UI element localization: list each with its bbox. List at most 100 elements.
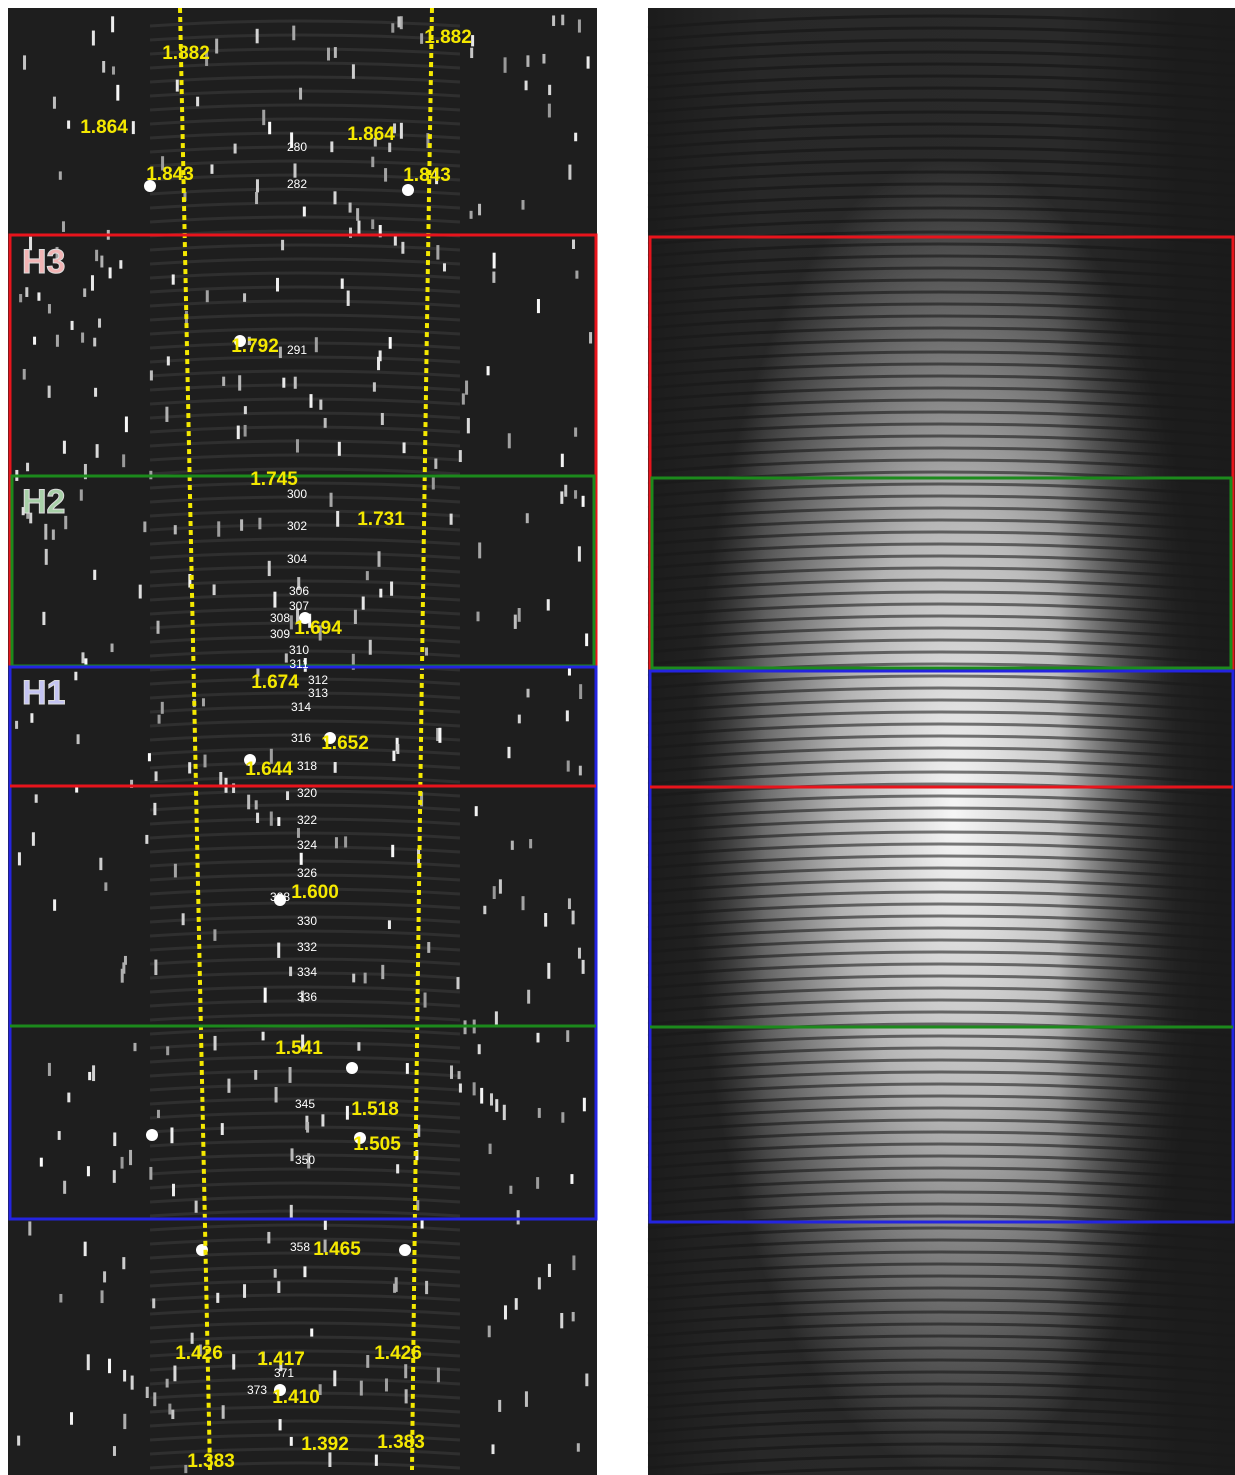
emission-line (526, 55, 529, 67)
emission-line (87, 1354, 90, 1370)
emission-line (63, 441, 66, 454)
emission-line (74, 672, 77, 681)
emission-line (174, 525, 177, 534)
emission-line (404, 1364, 407, 1378)
emission-line (352, 974, 355, 983)
emission-line (48, 386, 51, 398)
emission-line (122, 454, 125, 467)
emission-line (98, 318, 101, 327)
emission-line (504, 57, 507, 72)
emission-line (450, 1065, 453, 1078)
emission-line (490, 1093, 493, 1105)
emission-line (341, 279, 344, 289)
emission-line (389, 337, 392, 349)
order-label: 330 (297, 914, 317, 928)
emission-line (338, 442, 341, 456)
emission-line (254, 1070, 257, 1080)
order-label: 371 (274, 1366, 294, 1380)
emission-line (77, 734, 80, 744)
emission-line (427, 942, 430, 953)
emission-line (570, 1174, 573, 1184)
emission-line (509, 1186, 512, 1194)
order-label: 322 (297, 813, 317, 827)
emission-line (300, 853, 303, 865)
emission-line (279, 347, 282, 358)
emission-line (92, 31, 95, 46)
emission-line (296, 439, 299, 452)
emission-line (391, 845, 394, 857)
emission-line (522, 896, 525, 910)
emission-line (91, 275, 94, 290)
emission-line (354, 610, 357, 624)
emission-line (378, 551, 381, 567)
emission-line (403, 442, 406, 453)
order-label: 280 (287, 140, 307, 154)
emission-line (290, 615, 293, 629)
emission-line (369, 640, 372, 655)
emission-line (568, 898, 571, 909)
emission-line (289, 967, 292, 976)
emission-line (275, 1087, 278, 1102)
emission-line (578, 19, 581, 32)
emission-line (215, 39, 218, 54)
wavelength-label: 1.465 (313, 1239, 361, 1260)
emission-line (400, 123, 403, 139)
emission-line (572, 1312, 575, 1321)
emission-line (420, 33, 423, 44)
emission-line (503, 1105, 506, 1120)
emission-line (548, 104, 551, 118)
wavelength-label: 1.518 (351, 1099, 399, 1120)
emission-line (143, 522, 146, 533)
emission-line (270, 812, 273, 826)
emission-line (567, 761, 570, 772)
emission-line (262, 1032, 265, 1041)
emission-line (324, 418, 327, 428)
order-label: 324 (297, 838, 317, 852)
emission-line (256, 29, 259, 44)
emission-line (578, 546, 581, 561)
order-label: 311 (289, 657, 308, 671)
emission-line (552, 15, 555, 25)
emission-line (579, 684, 582, 699)
emission-line (478, 1044, 481, 1054)
emission-line (379, 589, 382, 598)
emission-line (240, 519, 243, 530)
emission-line (303, 207, 306, 217)
emission-line (518, 715, 521, 724)
emission-line (548, 85, 551, 95)
emission-line (356, 208, 359, 221)
emission-line (560, 1313, 563, 1328)
emission-line (425, 647, 428, 655)
emission-line (336, 511, 339, 527)
emission-line (172, 1184, 175, 1196)
emission-line (384, 168, 387, 182)
emission-line (492, 272, 495, 283)
emission-line (291, 1148, 294, 1161)
emission-line (58, 1131, 61, 1140)
emission-line (381, 965, 384, 979)
order-label: 318 (297, 759, 317, 773)
emission-line (527, 689, 530, 698)
emission-line (153, 1392, 156, 1406)
emission-line (587, 56, 590, 68)
emission-line (132, 121, 135, 134)
emission-line (527, 990, 530, 1004)
emission-line (493, 253, 496, 269)
emission-line (195, 1201, 198, 1213)
emission-line (564, 485, 567, 497)
emission-line (149, 1167, 152, 1180)
emission-line (222, 377, 225, 386)
emission-line (244, 406, 247, 414)
emission-line (222, 1405, 225, 1419)
emission-line (26, 463, 29, 472)
emission-line (139, 585, 142, 599)
emission-line (536, 1177, 539, 1189)
emission-line (360, 1381, 363, 1396)
emission-line (425, 1281, 428, 1294)
emission-line (327, 48, 330, 61)
emission-line (424, 993, 427, 1008)
emission-line (560, 491, 563, 503)
emission-line (214, 1036, 217, 1051)
emission-line (483, 906, 486, 914)
emission-line (397, 16, 400, 27)
